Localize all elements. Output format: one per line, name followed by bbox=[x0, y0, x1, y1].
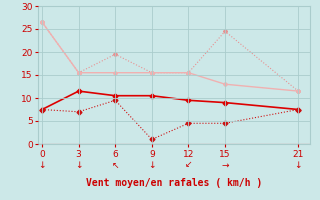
X-axis label: Vent moyen/en rafales ( km/h ): Vent moyen/en rafales ( km/h ) bbox=[86, 178, 262, 188]
Text: ↓: ↓ bbox=[148, 161, 156, 170]
Text: ↖: ↖ bbox=[111, 161, 119, 170]
Text: ↓: ↓ bbox=[75, 161, 83, 170]
Text: ↙: ↙ bbox=[185, 161, 192, 170]
Text: ↓: ↓ bbox=[294, 161, 302, 170]
Text: ↓: ↓ bbox=[38, 161, 46, 170]
Text: →: → bbox=[221, 161, 229, 170]
